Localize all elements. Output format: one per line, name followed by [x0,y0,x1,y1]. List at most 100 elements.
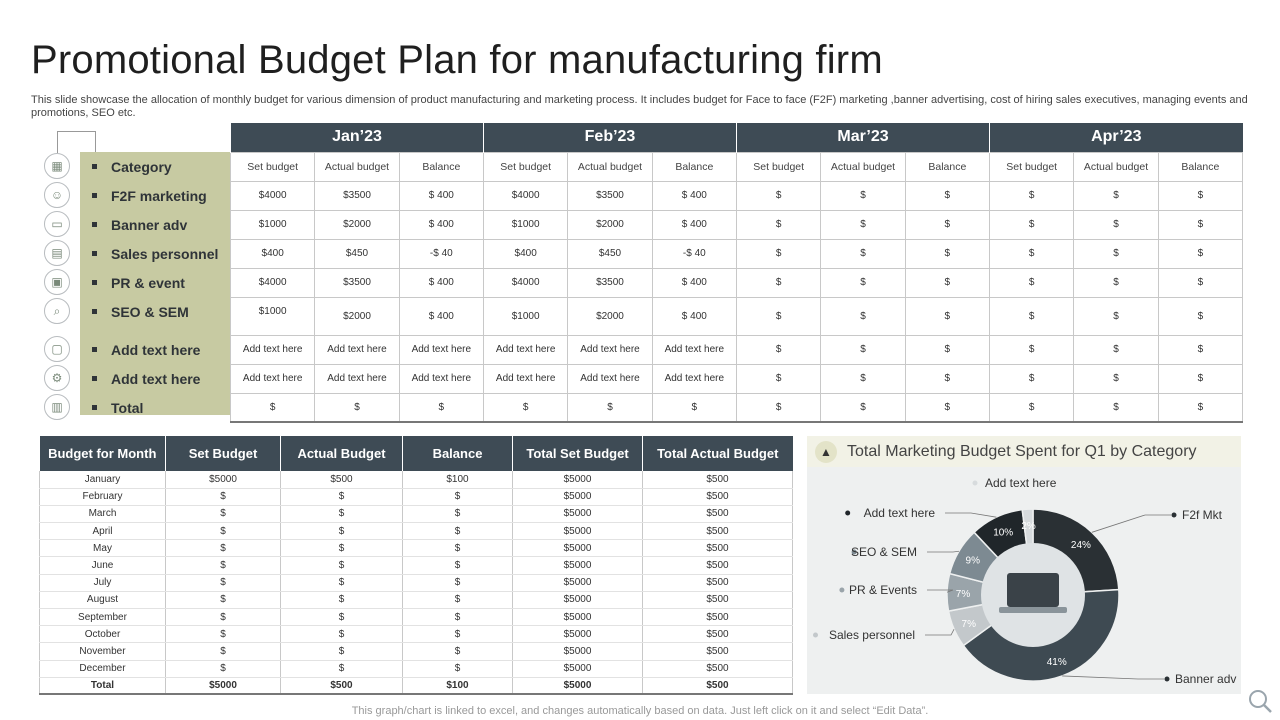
category-label: Add text here [111,341,201,358]
category-panel: Category F2F marketing Banner adv Sales per… [80,152,230,416]
category-label: Total [111,399,144,416]
table-cell: $ [820,238,906,269]
table-cell: $ [904,363,991,394]
table-cell: $ [402,539,513,558]
table-cell: June [39,556,166,575]
table-cell: $ [280,591,403,610]
bullet [92,193,97,198]
table-cell: $2000 [314,209,400,240]
legend-dot [1171,512,1177,518]
table-cell: $5000 [512,591,643,610]
table-cell: $ [402,608,513,627]
subheader-cell: Balance [398,151,484,182]
table-cell: -$ 40 [651,238,738,269]
slice-percent-label: 2% [1021,521,1036,532]
category-item: Banner adv [80,210,230,239]
table-cell: $500 [642,625,793,644]
table-cell: August [39,591,166,610]
table-cell: $ [402,660,513,678]
chart-board-icon: ▤ [44,240,70,266]
table-cell: $500 [642,556,793,575]
table-cell: Add text here [398,334,484,365]
slice-percent-label: 9% [966,555,981,566]
table-cell: $5000 [512,505,643,524]
table-cell: $ [1157,296,1244,336]
table-cell: $ [165,539,281,558]
footer-note: This graph/chart is linked to excel, and… [351,705,929,717]
column-header: Total Set Budget [512,436,643,471]
table-row: September $ $ $ $5000 $500 [39,608,793,627]
yearly-budget-table: Budget for Month Set Budget Actual Budget B… [39,436,793,696]
presentation-icon: ▭ [44,211,70,237]
bullet [92,280,97,285]
bullet [92,405,97,410]
subheader-cell: Balance [651,151,738,182]
table-cell: $450 [314,238,400,269]
table-cell: $ [1073,209,1159,240]
total-cell: $5000 [165,676,281,696]
table-cell: $ [820,392,906,423]
bullet [92,376,97,381]
table-cell: $100 [402,471,513,489]
table-cell: $ [1073,267,1159,298]
table-cell: $5000 [512,660,643,678]
table-cell: Add text here [482,363,569,394]
table-cell: $ [820,180,906,211]
table-cell: $5000 [512,556,643,575]
table-cell: October [39,625,166,644]
leader-line [927,550,960,553]
table-cell: $ [229,392,316,423]
search-icon[interactable] [1247,688,1273,714]
table-row: Add text here Add text here Add text here A… [229,363,1244,394]
table-cell: $ 400 [651,296,738,336]
table-cell: $ [165,488,281,506]
table-cell: $ [735,238,822,269]
table-cell: $ [989,209,1075,240]
bullet [92,309,97,314]
table-cell: March [39,505,166,524]
table-cell: Add text here [398,363,484,394]
table-cell: $ [820,209,906,240]
table-row: $400 $450 -$ 40 $400 $450 -$ 40 $ $ $ $ $ $ [229,238,1244,269]
table-cell: December [39,660,166,678]
table-cell: $5000 [512,488,643,506]
table-row: Add text here Add text here Add text here A… [229,334,1244,365]
table-cell: $ [280,574,403,592]
legend-dot [851,549,857,555]
table-cell: $ 400 [398,296,484,336]
category-label: SEO & SEM [111,303,189,320]
slice-percent-label: 24% [1071,540,1091,551]
table-cell: $ [735,209,822,240]
table-cell: $5000 [165,471,281,489]
table-row: $ $ $ $ $ $ $ $ $ $ $ $ [229,392,1244,423]
leader-line [925,628,955,636]
table-cell: $1000 [482,209,569,240]
table-cell: $ 400 [398,180,484,211]
subheader-cell: Set budget [735,151,822,182]
table-cell: $ [904,267,991,298]
table-cell: May [39,539,166,558]
category-item: Add text here [80,335,230,364]
page-title: Promotional Budget Plan for manufacturin… [31,38,883,82]
category-label: F2F marketing [111,187,207,204]
leader-line [945,512,997,518]
table-cell: Add text here [314,334,400,365]
slice-name-label: F2f Mkt [1182,508,1223,522]
gear-icon: ⚙ [44,365,70,391]
table-cell: $400 [229,238,316,269]
icon-bracket-line [57,131,96,153]
table-cell: $ [1073,180,1159,211]
table-cell: $ [989,392,1075,423]
pie-chart: 24% 41% 7% 7% 9% 10% 2% F2f Mkt Banner adv Sales … [813,476,1236,686]
table-row: April $ $ $ $5000 $500 [39,522,793,541]
total-cell: $500 [642,676,793,696]
table-cell: $5000 [512,625,643,644]
table-cell: $3500 [314,267,400,298]
table-cell: $ [280,522,403,541]
legend-dot [972,480,978,486]
calculator-icon: ▥ [44,394,70,420]
table-cell: $3500 [567,180,653,211]
slice-name-label: Sales personnel [829,628,915,642]
table-cell: $ [1157,180,1244,211]
table-cell: $ [314,392,400,423]
